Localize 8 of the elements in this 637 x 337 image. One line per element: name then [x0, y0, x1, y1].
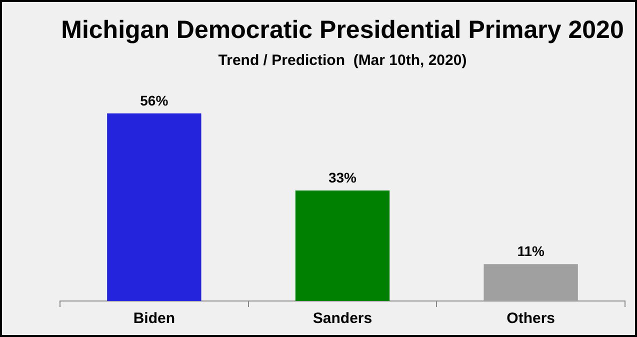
data-label: 56% [140, 92, 169, 108]
data-label: 33% [328, 169, 358, 186]
chart-title: Michigan Democratic Presidential Primary 2020 [61, 16, 624, 44]
x-tick-label: Others [506, 310, 556, 328]
x-tick-label: Biden [133, 310, 176, 328]
data-label: 11% [517, 243, 546, 260]
chart-subtitle: Trend / Prediction (Mar 10th, 2020) [218, 52, 467, 70]
x-tick-label: Sanders [312, 310, 372, 328]
